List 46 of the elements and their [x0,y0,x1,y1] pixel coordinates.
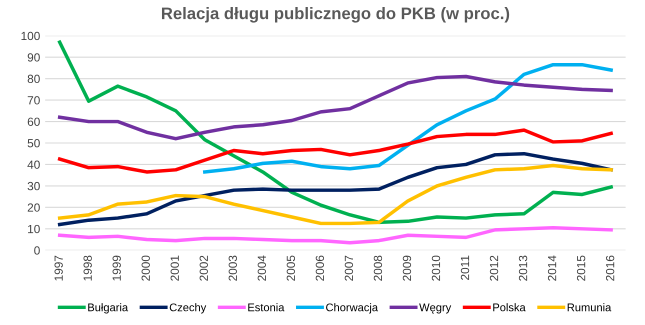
x-tick-label: 1999 [112,256,121,280]
x-tick-label: 2002 [200,256,208,281]
line-series [58,74,613,140]
chart-title: Relacja długu publicznego do PKB (w proc.) [162,7,510,23]
x-tick-label: 2008 [374,256,382,281]
y-tick-label: 30 [28,182,40,190]
x-tick-label: 2001 [170,256,179,281]
x-tick-label: 2007 [344,256,354,281]
y-tick-label: 80 [28,74,40,84]
x-tick-label: 2006 [316,256,324,281]
legend-label: Estonia [248,303,284,312]
x-tick-label: 2010 [432,256,440,281]
y-tick-label: 90 [28,53,40,62]
y-tick-label: 100 [21,32,40,40]
x-tick-label: 2013 [518,256,528,281]
legend-label: Chorwacja [326,303,378,314]
line-series [58,164,613,226]
legend-label: Bułgaria [88,303,128,314]
x-tick-label: 2015 [576,256,586,281]
legend-label: Rumunia [568,303,612,312]
x-tick-label: 2009 [402,256,412,281]
y-tick-label: 60 [28,118,40,126]
legend-label: Węgry [419,304,452,314]
x-tick-label: 2004 [258,255,266,281]
line-series [58,152,613,226]
y-tick-label: 0 [34,246,40,255]
y-tick-label: 40 [27,160,40,169]
line-series [58,40,613,224]
x-tick-label: 1997 [54,256,63,280]
line-series [58,226,613,244]
y-tick-label: 20 [28,203,40,212]
x-tick-label: 2003 [228,256,237,281]
y-tick-label: 10 [28,224,40,234]
line-series [203,62,613,174]
legend-label: Czechy [170,303,206,314]
x-tick-label: 2005 [286,256,296,281]
line-series [58,128,613,174]
x-tick-label: 2014 [548,255,556,281]
y-tick-label: 50 [28,139,40,148]
y-tick-label: 70 [28,96,40,104]
x-tick-label: 2000 [142,256,150,281]
x-tick-label: 1998 [83,256,92,280]
legend-label: Polska [493,303,526,312]
x-tick-label: 2016 [606,256,614,281]
x-tick-label: 2011 [460,256,470,280]
x-tick-label: 2012 [490,256,498,281]
